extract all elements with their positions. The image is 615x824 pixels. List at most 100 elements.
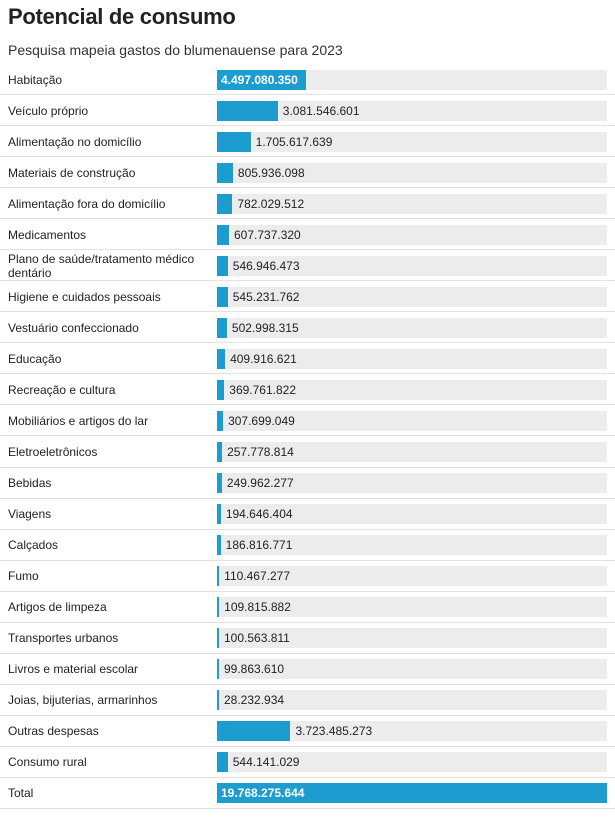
bar-track: 544.141.029 — [217, 752, 607, 773]
bar — [217, 690, 219, 711]
bar-row: Materiais de construção 805.936.098 — [0, 157, 615, 189]
category-label: Joias, bijuterias, armarinhos — [8, 693, 158, 708]
value-label: 1.705.617.639 — [255, 134, 333, 149]
value-label: 546.946.473 — [232, 258, 300, 273]
category-label: Vestuário confeccionado — [8, 320, 139, 335]
bar-track: 249.962.277 — [217, 473, 607, 494]
bar — [217, 473, 222, 494]
bar — [217, 628, 219, 649]
bar-row: Calçados 186.816.771 — [0, 530, 615, 561]
bar-track: 782.029.512 — [217, 193, 607, 214]
category-label: Alimentação no domicílio — [8, 134, 142, 149]
bar-track: 28.232.934 — [217, 690, 607, 711]
bar-track: 3.081.546.601 — [217, 100, 607, 121]
bar-row: Recreação e cultura 369.761.822 — [0, 374, 615, 406]
category-label: Fumo — [8, 569, 39, 584]
chart-title: Potencial de consumo — [8, 4, 236, 29]
bar-track: 186.816.771 — [217, 535, 607, 556]
category-label: Alimentação fora do domicílio — [8, 196, 166, 211]
value-label: 109.815.882 — [224, 600, 291, 615]
value-label: 607.737.320 — [233, 227, 301, 242]
bar — [217, 410, 224, 431]
category-label: Transportes urbanos — [8, 631, 119, 646]
bar — [217, 255, 228, 276]
bar-row: Total 19.768.275.644 — [0, 778, 615, 809]
bar-track: 4.497.080.350 — [217, 69, 607, 90]
value-label: 502.998.315 — [231, 320, 299, 335]
value-label: 307.699.049 — [228, 413, 295, 428]
bar-row: Transportes urbanos 100.563.811 — [0, 623, 615, 654]
bar — [217, 441, 223, 462]
value-label: 544.141.029 — [232, 755, 300, 770]
bar-track: 3.723.485.273 — [217, 721, 607, 742]
value-label: 805.936.098 — [237, 165, 305, 180]
category-label: Artigos de limpeza — [8, 600, 107, 615]
category-label: Mobiliários e artigos do lar — [8, 413, 149, 428]
category-label: Bebidas — [8, 476, 52, 491]
bar-row: Higiene e cuidados pessoais 545.231.762 — [0, 281, 615, 313]
bar-row: Habitação 4.497.080.350 — [0, 64, 615, 96]
category-label: Livros e material escolar — [8, 662, 139, 677]
bar-row: Veículo próprio 3.081.546.601 — [0, 95, 615, 127]
category-label: Medicamentos — [8, 227, 87, 242]
bar-row: Viagens 194.646.404 — [0, 499, 615, 530]
bar-track: 19.768.275.644 — [217, 783, 607, 804]
bar — [217, 504, 221, 525]
bar-row: Alimentação no domicílio 1.705.617.639 — [0, 126, 615, 158]
category-label: Total — [8, 786, 34, 801]
bar — [217, 566, 220, 587]
category-label: Eletroeletrônicos — [8, 444, 98, 459]
category-label: Habitação — [8, 72, 63, 87]
bar — [217, 69, 306, 90]
value-label: 409.916.621 — [230, 351, 297, 366]
bar-row: Joias, bijuterias, armarinhos 28.232.934 — [0, 685, 615, 716]
bar — [217, 659, 219, 680]
bar — [217, 752, 228, 773]
category-label: Educação — [8, 351, 62, 366]
value-label: 4.497.080.350 — [221, 72, 298, 87]
bar-track: 257.778.814 — [217, 441, 607, 462]
bar-track: 502.998.315 — [217, 317, 607, 338]
bar-row: Bebidas 249.962.277 — [0, 468, 615, 499]
bar — [217, 224, 229, 245]
value-label: 186.816.771 — [225, 538, 293, 553]
value-label: 194.646.404 — [225, 507, 293, 522]
bar-row: Mobiliários e artigos do lar 307.699.049 — [0, 405, 615, 437]
bar — [217, 597, 220, 618]
bar-row: Consumo rural 544.141.029 — [0, 747, 615, 778]
bar-row: Livros e material escolar 99.863.610 — [0, 654, 615, 685]
bar — [217, 721, 291, 742]
bar — [217, 100, 278, 121]
value-label: 369.761.822 — [229, 382, 297, 397]
bar — [217, 131, 251, 152]
bar — [217, 379, 225, 400]
bar — [217, 193, 233, 214]
bar-track: 607.737.320 — [217, 224, 607, 245]
bar-row: Outras despesas 3.723.485.273 — [0, 716, 615, 747]
bar — [217, 317, 227, 338]
value-label: 19.768.275.644 — [221, 786, 305, 801]
bar-row: Vestuário confeccionado 502.998.315 — [0, 312, 615, 344]
category-label: Plano de saúde/tratamento médico dentári… — [8, 251, 195, 280]
bar-track: 1.705.617.639 — [217, 131, 607, 152]
category-label: Recreação e cultura — [8, 382, 116, 397]
bar-track: 369.761.822 — [217, 379, 607, 400]
bar-row: Eletroeletrônicos 257.778.814 — [0, 436, 615, 468]
bar — [217, 348, 226, 369]
value-label: 110.467.277 — [224, 569, 291, 584]
value-label: 257.778.814 — [227, 444, 294, 459]
chart-subtitle: Pesquisa mapeia gastos do blumenauense p… — [8, 42, 343, 58]
value-label: 99.863.610 — [224, 662, 285, 677]
bar-row: Educação 409.916.621 — [0, 343, 615, 375]
value-label: 3.723.485.273 — [295, 724, 373, 739]
value-label: 3.081.546.601 — [282, 103, 360, 118]
category-label: Materiais de construção — [8, 165, 136, 180]
bar-track: 109.815.882 — [217, 597, 607, 618]
value-label: 782.029.512 — [237, 196, 305, 211]
value-label: 545.231.762 — [232, 289, 300, 304]
bar-track: 546.946.473 — [217, 255, 607, 276]
bar-track: 545.231.762 — [217, 286, 607, 307]
bar-track: 194.646.404 — [217, 504, 607, 525]
bar-track: 99.863.610 — [217, 659, 607, 680]
bar — [217, 535, 221, 556]
